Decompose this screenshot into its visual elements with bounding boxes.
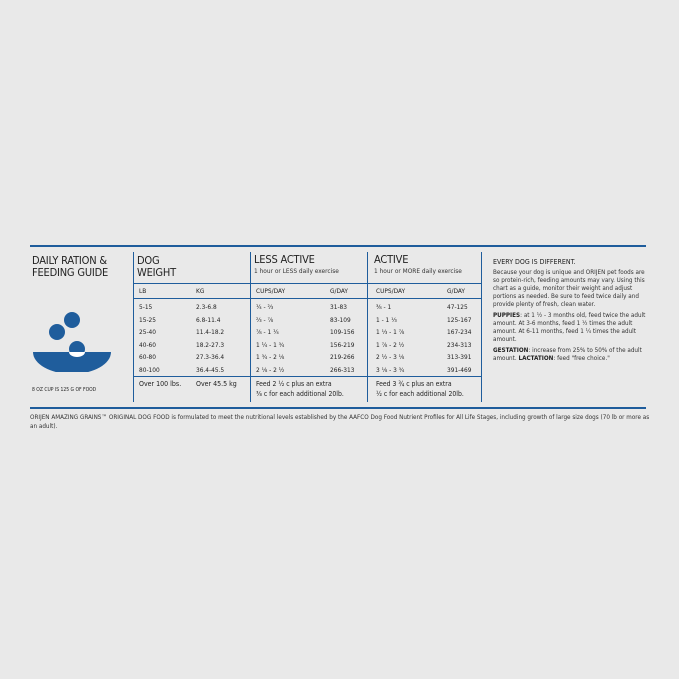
table-cell: 80-100 [139, 366, 160, 374]
table-cell: 156-219 [330, 340, 355, 349]
table-cell: 25-40 [139, 328, 156, 337]
puppies-note: PUPPIES: at 1 ½ - 3 months old, feed twi… [493, 312, 649, 344]
title-line: FEEDING GUIDE [32, 266, 109, 279]
col-header-cups: CUPS/DAY [256, 287, 286, 295]
table-cell: 5-15 [139, 303, 153, 311]
row-rule [133, 298, 481, 299]
table-cell: 1 ¼ - 1 ¾ [256, 340, 285, 349]
table-cell: 234-313 [447, 340, 472, 349]
active-subtitle: 1 hour or MORE daily exercise [374, 267, 462, 275]
table-cell: 36.4-45.5 [196, 366, 225, 374]
table-cell: 1 ⅞ - 2 ½ [376, 340, 405, 349]
extra-line: ⅜ c for each additional 20lb. [256, 390, 344, 398]
table-cell: ⅞ - 1 ¼ [256, 328, 279, 337]
table-cell: 2 ½ - 3 ⅛ [376, 353, 405, 362]
extra-line: Feed 2 ½ c plus an extra [256, 380, 332, 388]
row-rule [133, 283, 481, 284]
table-cell: 27.3-36.4 [196, 353, 225, 362]
col-header-kg: KG [196, 287, 205, 295]
col-header-g: G/DAY [447, 287, 465, 295]
table-cell: 1 ¾ - 2 ⅛ [256, 353, 285, 362]
active-extra: Feed 3 ¾ c plus an extra ½ c for each add… [376, 379, 464, 399]
table-cell: 219-266 [330, 353, 355, 362]
dog-weight-title: DOG WEIGHT [137, 255, 176, 279]
guide-title: DAILY RATION & FEEDING GUIDE [32, 255, 108, 279]
label: PUPPIES [493, 312, 521, 319]
table-cell: 18.2-27.3 [196, 340, 225, 349]
divider [481, 252, 482, 402]
table-cell: 1 ⅓ - 1 ⅞ [376, 328, 405, 337]
divider [250, 252, 251, 402]
table-cell: 109-156 [330, 328, 355, 337]
text: : increase from 25% to 50% of the adult … [493, 347, 642, 362]
less-active-subtitle: 1 hour or LESS daily exercise [254, 267, 339, 275]
table-cell: ⅜ - 1 [376, 303, 392, 311]
label: GESTATION [493, 347, 529, 354]
col-header-cups: CUPS/DAY [376, 287, 406, 295]
info-panel: EVERY DOG IS DIFFERENT. Because your dog… [493, 258, 649, 363]
row-rule [133, 376, 481, 377]
table-cell: 83-109 [330, 315, 351, 324]
footnote: ORIJEN AMAZING GRAINS™ ORIGINAL DOG FOOD… [30, 414, 650, 430]
col-header-lb: LB [139, 287, 147, 295]
less-active-extra: Feed 2 ½ c plus an extra ⅜ c for each add… [256, 379, 344, 399]
title-line: DAILY RATION & [32, 254, 107, 267]
table-cell: 47-125 [447, 303, 468, 311]
table-cell: 125-167 [447, 315, 472, 324]
less-active-title: LESS ACTIVE [254, 253, 315, 266]
table-cell: 313-391 [447, 353, 472, 362]
table-cell: 2 ⅛ - 2 ½ [256, 366, 285, 374]
table-cell: ⅔ - ⅞ [256, 315, 274, 324]
over-kg: Over 45.5 kg [196, 380, 237, 388]
food-bowl-icon [33, 312, 111, 372]
title-line: DOG [137, 254, 160, 267]
table-cell: 40-60 [139, 340, 156, 349]
table-cell: 266-313 [330, 366, 355, 374]
info-heading: EVERY DOG IS DIFFERENT. [493, 258, 576, 266]
table-cell: 60-80 [139, 353, 156, 362]
label: LACTATION [518, 355, 554, 362]
table-cell: 3 ⅛ - 3 ¾ [376, 366, 405, 374]
table-cell: 167-234 [447, 328, 472, 337]
active-title: ACTIVE [374, 253, 409, 266]
divider [367, 252, 368, 402]
divider [133, 252, 134, 402]
col-header-g: G/DAY [330, 287, 348, 295]
table-cell: 1 - 1 ⅓ [376, 315, 397, 324]
info-paragraph: Because your dog is unique and ORIJEN pe… [493, 269, 645, 308]
text: : feed "free choice." [553, 355, 610, 362]
cup-note: 8 OZ CUP IS 125 G OF FOOD [32, 387, 97, 393]
table-cell: 2.3-6.8 [196, 303, 217, 311]
extra-line: ½ c for each additional 20lb. [376, 390, 464, 398]
extra-line: Feed 3 ¾ c plus an extra [376, 380, 452, 388]
title-line: WEIGHT [137, 266, 176, 279]
top-rule [30, 245, 646, 247]
table-cell: 6.8-11.4 [196, 315, 221, 324]
gestation-note: GESTATION: increase from 25% to 50% of t… [493, 347, 649, 363]
table-cell: ¼ - ⅔ [256, 303, 274, 311]
table-cell: 15-25 [139, 315, 156, 324]
over-lb: Over 100 lbs. [139, 380, 182, 388]
text: : at 1 ½ - 3 months old, feed twice the … [493, 312, 646, 343]
bottom-rule [30, 407, 646, 409]
table-cell: 11.4-18.2 [196, 328, 225, 337]
table-cell: 31-83 [330, 303, 347, 311]
table-cell: 391-469 [447, 366, 472, 374]
